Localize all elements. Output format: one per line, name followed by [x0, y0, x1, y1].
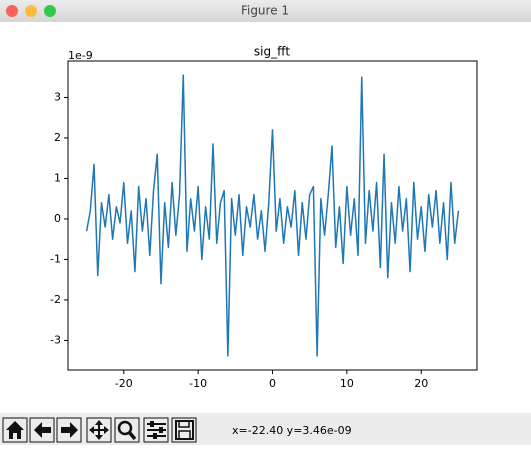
y-tick-label: -3	[50, 333, 61, 346]
offset-text: 1e-9	[68, 49, 93, 62]
series-line	[85, 74, 460, 357]
canvas	[0, 22, 531, 413]
y-tick-label: 0	[54, 212, 61, 225]
home-button[interactable]	[2, 417, 28, 443]
window-title: Figure 1	[241, 4, 289, 18]
zoom-tool-button[interactable]	[114, 417, 140, 443]
x-tick-label: 0	[269, 377, 276, 390]
pan-button[interactable]	[86, 417, 112, 443]
x-tick-label: 10	[340, 377, 354, 390]
configure-button[interactable]	[143, 417, 169, 443]
x-tick-label: -10	[189, 377, 207, 390]
y-tick-label: 2	[54, 131, 61, 144]
y-tick-label: -2	[50, 293, 61, 306]
chart-title: sig_fft	[254, 45, 290, 59]
zoom-button[interactable]	[44, 5, 56, 17]
title-bar	[0, 0, 531, 22]
back-button[interactable]	[29, 417, 55, 443]
axes-frame	[67, 60, 478, 371]
save-button[interactable]	[171, 417, 197, 443]
y-tick-label: -1	[50, 252, 61, 265]
minimize-button[interactable]	[25, 5, 37, 17]
y-tick-label: 1	[54, 171, 61, 184]
y-tick-label: 3	[54, 90, 61, 103]
x-tick-label: 20	[414, 377, 428, 390]
status-text: x=-22.40 y=3.46e-09	[232, 424, 352, 437]
forward-button[interactable]	[56, 417, 82, 443]
x-tick-label: -20	[115, 377, 133, 390]
close-button[interactable]	[6, 5, 18, 17]
toolbar-buttons	[2, 417, 197, 443]
